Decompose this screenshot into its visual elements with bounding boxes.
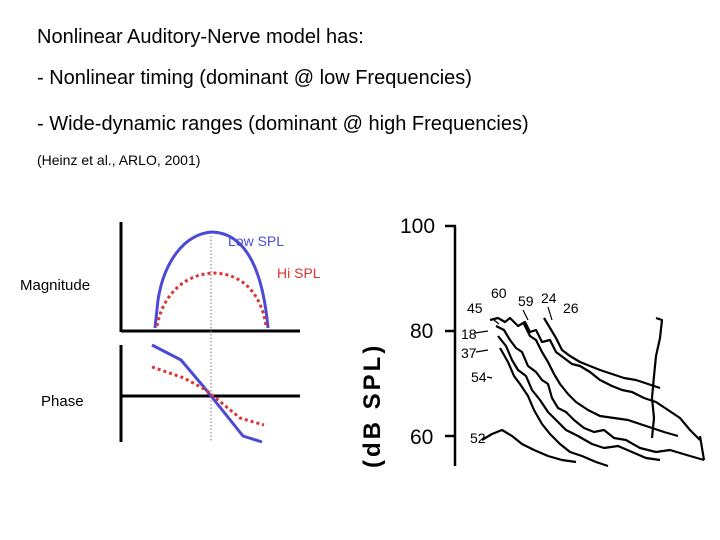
curve-label-60: 60: [491, 285, 507, 301]
threshold-curve-6: [543, 317, 661, 390]
bullet-wide-dynamic-ranges: - Wide-dynamic ranges (dominant @ high F…: [37, 113, 529, 135]
y-tick-label-80: 80: [410, 320, 433, 343]
threshold-y-axis-label: (dB SPL): [359, 343, 386, 468]
label-leaders: [474, 306, 553, 379]
bullet-nonlinear-timing: - Nonlinear timing (dominant @ low Frequ…: [37, 67, 472, 89]
hi-spl-magnitude-curve: [155, 271, 268, 327]
low-spl-phase-curve: [151, 343, 263, 444]
phase-label: Phase: [41, 393, 84, 410]
citation: (Heinz et al., ARLO, 2001): [37, 152, 201, 168]
curve-label-26: 26: [563, 300, 579, 316]
threshold-curve-9: [698, 435, 706, 461]
slide-title: Nonlinear Auditory-Nerve model has:: [37, 26, 364, 48]
threshold-curve-4: [499, 347, 609, 468]
threshold-curve-7: [481, 428, 577, 464]
curve-label-52: 52: [470, 430, 486, 446]
curve-label-59: 59: [518, 293, 534, 309]
threshold-curve-5: [523, 323, 679, 438]
hi-spl-label: Hi SPL: [277, 265, 321, 281]
low-spl-label: Low SPL: [228, 233, 284, 249]
curve-label-18: 18: [461, 326, 477, 342]
threshold-curve-8: [650, 316, 664, 439]
magnitude-label: Magnitude: [20, 277, 90, 294]
curve-label-24: 24: [541, 290, 557, 306]
y-tick-label-100: 100: [400, 215, 435, 238]
threshold-curve-1: [489, 316, 701, 441]
curve-label-37: 37: [461, 345, 477, 361]
threshold-curve-2: [495, 325, 705, 462]
low-spl-magnitude-curve: [153, 230, 270, 329]
y-tick-label-60: 60: [410, 426, 433, 449]
curve-label-54: 54: [471, 369, 487, 385]
threshold-curve-3: [497, 335, 661, 462]
curve-label-45: 45: [467, 300, 483, 316]
